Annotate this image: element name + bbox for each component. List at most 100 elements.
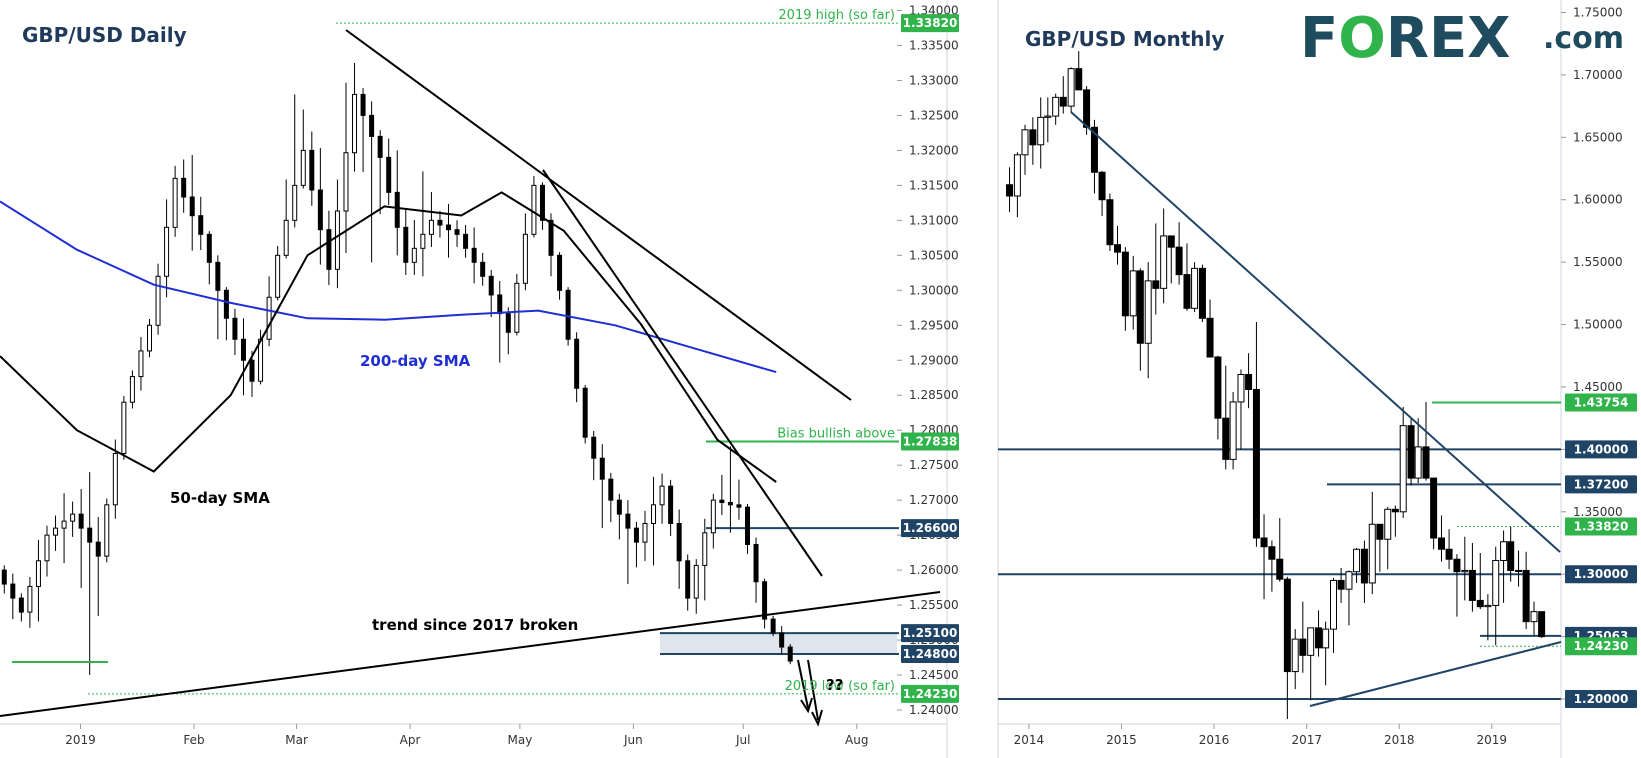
candle-body-down bbox=[488, 275, 494, 296]
daily-chart-panel: 1.34000 1.33500 1.33000 1.32500 1.32000 1.315… bbox=[0, 0, 999, 758]
y-tick-label: 1.31500 bbox=[909, 178, 959, 192]
candle-body-down bbox=[1430, 477, 1438, 539]
candle-body-up bbox=[522, 233, 528, 284]
candle-body-down bbox=[1114, 244, 1122, 253]
candle-body-down bbox=[557, 254, 563, 291]
y-tick-label: 1.29500 bbox=[909, 318, 959, 332]
candle bbox=[591, 430, 597, 481]
candle-body-down bbox=[309, 149, 315, 191]
candle bbox=[1075, 51, 1083, 91]
candle bbox=[625, 500, 631, 585]
candle bbox=[668, 479, 674, 537]
candle bbox=[1037, 97, 1045, 169]
candle bbox=[1345, 570, 1353, 626]
candle bbox=[1252, 322, 1260, 547]
candle-body-up bbox=[334, 210, 340, 270]
candle-body-down bbox=[505, 313, 511, 333]
candle bbox=[172, 165, 178, 237]
candle-body-up bbox=[164, 226, 170, 277]
y-tick-label: 1.65000 bbox=[1573, 130, 1623, 144]
candle bbox=[1098, 171, 1106, 216]
candle bbox=[334, 179, 340, 289]
y-tick-label: 1.33000 bbox=[909, 73, 959, 87]
candle-body-down bbox=[394, 191, 400, 228]
candle-body-down bbox=[616, 499, 622, 515]
candle bbox=[1407, 418, 1415, 486]
candle bbox=[1384, 506, 1392, 570]
candle bbox=[727, 446, 733, 533]
candle bbox=[1515, 550, 1523, 587]
candle bbox=[78, 488, 84, 588]
x-tick-label: 2018 bbox=[1384, 733, 1415, 747]
candle-body-up bbox=[1384, 508, 1392, 540]
candle-body-down bbox=[181, 177, 187, 198]
candle bbox=[155, 263, 161, 335]
candle bbox=[1183, 243, 1191, 311]
arrow-lower-shaft bbox=[807, 659, 819, 721]
candle bbox=[87, 472, 93, 676]
candle-body-down bbox=[676, 522, 682, 562]
x-tick-label: Jun bbox=[623, 733, 643, 747]
candle-body-down bbox=[1152, 280, 1160, 289]
y-tick-label: 1.55000 bbox=[1573, 255, 1623, 269]
candle-body-up bbox=[1291, 638, 1299, 673]
price-badge bbox=[1565, 637, 1637, 656]
monthly-candles bbox=[1006, 51, 1546, 720]
candle-body-down bbox=[454, 229, 460, 235]
price-badge-label: 1.24230 bbox=[903, 687, 958, 701]
monthly-uptrend-line bbox=[1309, 641, 1562, 707]
candle-body-up bbox=[428, 219, 434, 235]
candle-body-up bbox=[531, 184, 537, 235]
sma200-line bbox=[0, 200, 777, 374]
candle-body-up bbox=[1368, 523, 1376, 584]
arrow-down-head bbox=[800, 697, 813, 714]
x-tick-label: Feb bbox=[183, 733, 204, 747]
candle bbox=[1337, 567, 1345, 603]
candle bbox=[1414, 418, 1422, 484]
candle-body-down bbox=[377, 135, 383, 158]
candle-body-down bbox=[497, 294, 503, 315]
candle bbox=[1152, 223, 1160, 315]
candle-body-up bbox=[1461, 569, 1469, 573]
x-tick-label: Mar bbox=[285, 733, 308, 747]
level-note: 2019 low (so far) bbox=[785, 679, 895, 694]
candle-body-up bbox=[1329, 579, 1337, 630]
candle bbox=[198, 196, 204, 251]
candle-body-up bbox=[642, 522, 648, 543]
candle bbox=[112, 439, 118, 519]
candle bbox=[787, 643, 793, 665]
candle bbox=[326, 210, 332, 286]
candle bbox=[420, 171, 426, 277]
candle-body-up bbox=[411, 247, 417, 263]
candle-body-down bbox=[685, 560, 691, 599]
candle-body-down bbox=[1507, 541, 1515, 571]
candle-body-down bbox=[206, 233, 212, 263]
candle bbox=[676, 509, 682, 589]
candle bbox=[1222, 365, 1230, 470]
candle bbox=[557, 252, 563, 300]
support-zone-rect bbox=[660, 633, 897, 655]
daily-trendlines bbox=[0, 29, 941, 727]
candle bbox=[317, 148, 323, 265]
candle-body-up bbox=[1492, 559, 1500, 606]
candle-body-down bbox=[1422, 446, 1430, 479]
candle-body-up bbox=[300, 149, 306, 186]
candle-body-down bbox=[446, 224, 451, 231]
candle bbox=[138, 336, 144, 391]
candle bbox=[599, 444, 605, 529]
candle bbox=[18, 593, 24, 622]
candle bbox=[1, 565, 7, 594]
candle bbox=[377, 130, 383, 215]
candle bbox=[531, 175, 537, 238]
price-badge bbox=[1565, 690, 1637, 709]
candle bbox=[480, 252, 486, 286]
candle bbox=[181, 159, 187, 213]
candle bbox=[27, 576, 33, 628]
candle bbox=[1368, 491, 1376, 595]
candle bbox=[574, 332, 580, 403]
candle bbox=[779, 626, 785, 655]
y-tick-label: 1.24000 bbox=[909, 703, 959, 717]
candle-body-down bbox=[18, 597, 24, 613]
candle-body-down bbox=[591, 436, 597, 459]
candle-body-down bbox=[1376, 523, 1384, 540]
